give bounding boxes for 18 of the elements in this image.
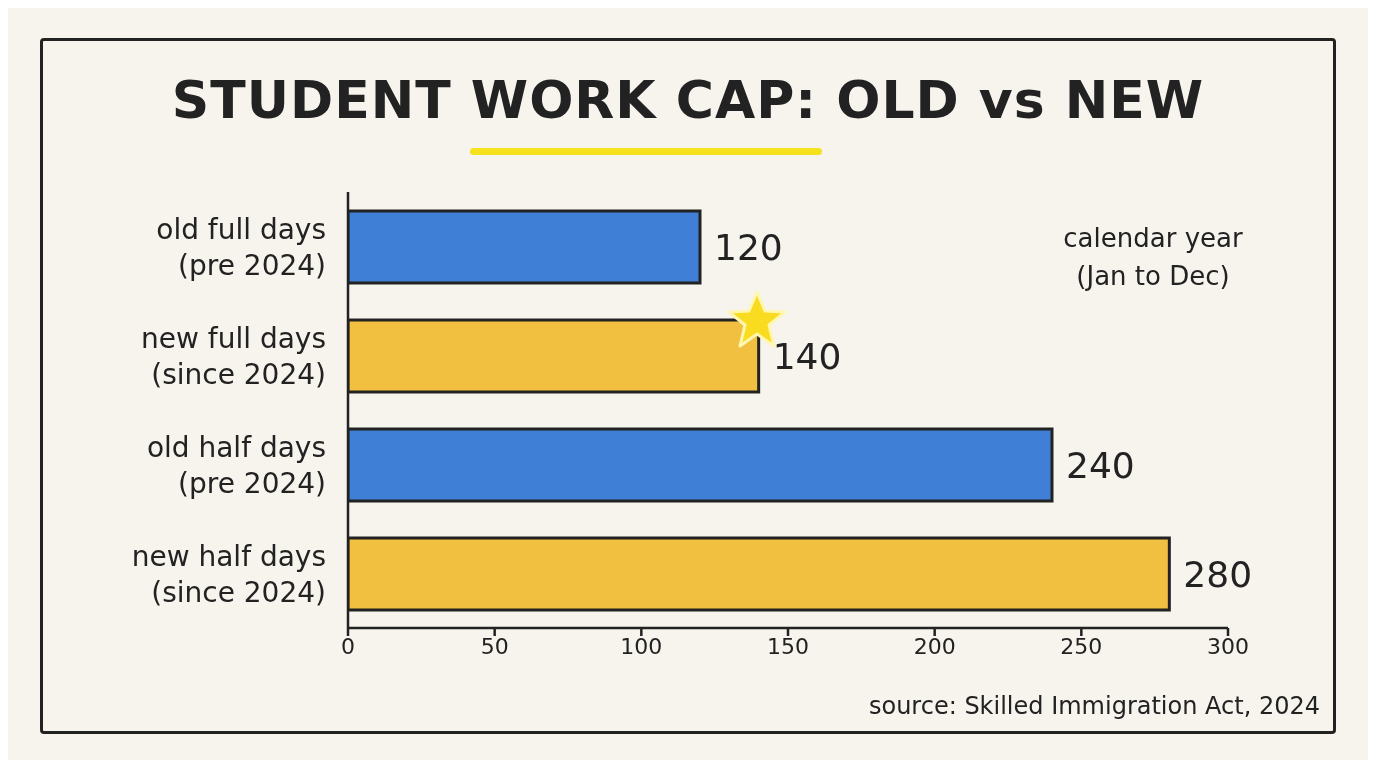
data-label: 240 <box>1066 444 1135 486</box>
y-tick-label: new half days (since 2024) <box>131 539 326 609</box>
source-note: source: Skilled Immigration Act, 2024 <box>868 692 1320 720</box>
y-tick-label: old half days (pre 2024) <box>146 430 326 500</box>
data-label: 140 <box>772 335 842 377</box>
x-tick-label: 150 <box>767 633 809 659</box>
x-tick-label: 200 <box>913 633 956 659</box>
x-tick-label: 0 <box>341 633 355 659</box>
x-tick-label: 100 <box>620 633 663 659</box>
data-label: 280 <box>1183 553 1253 595</box>
chart-title: STUDENT WORK CAP: OLD vs NEW <box>171 70 1205 130</box>
y-tick-label: new full days (since 2024) <box>141 321 326 391</box>
x-tick-label: 250 <box>1060 633 1103 659</box>
x-tick-label: 50 <box>480 633 509 659</box>
x-tick-label: 300 <box>1207 633 1249 659</box>
y-tick-label: old full days (pre 2024) <box>156 212 326 282</box>
annotation: calendar year (Jan to Dec) <box>1062 222 1244 293</box>
data-label: 120 <box>714 226 783 268</box>
